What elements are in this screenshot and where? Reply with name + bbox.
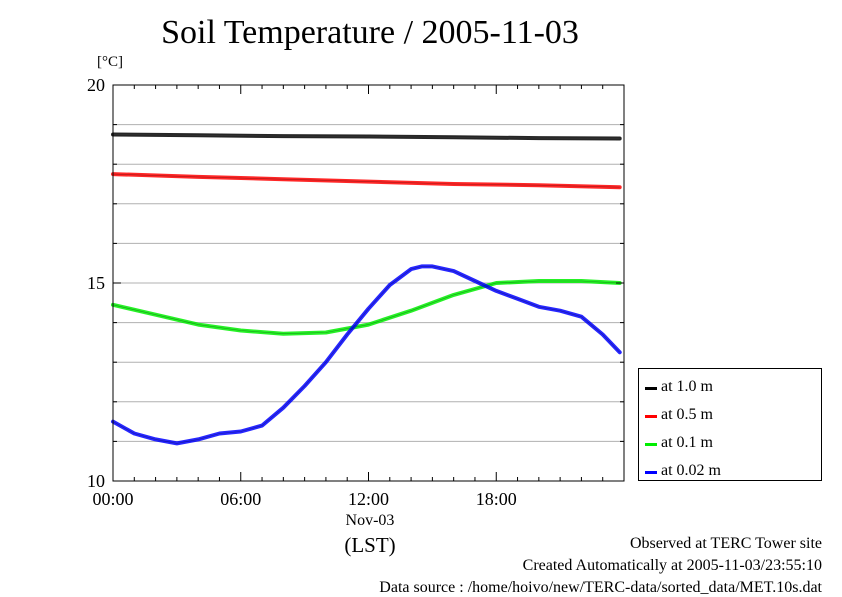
legend-label: at 0.02 m	[661, 462, 721, 479]
legend-item: at 0.5 m	[645, 405, 713, 425]
series-line	[111, 279, 622, 336]
legend-item: at 0.02 m	[645, 461, 721, 481]
y-tick-label: 20	[87, 75, 105, 95]
x-tick-label: 12:00	[348, 489, 389, 509]
x-tick-label: 06:00	[220, 489, 261, 509]
footer-created-timestamp: Created Automatically at 2005-11-03/23:5…	[522, 557, 822, 574]
legend-swatch	[645, 386, 657, 390]
grid-lines	[113, 124, 624, 442]
y-tick-label: 15	[87, 273, 105, 293]
y-tick-label: 10	[87, 471, 105, 491]
x-tick-label: 00:00	[92, 489, 133, 509]
legend: at 1.0 m at 0.5 m at 0.1 m at 0.02 m	[638, 368, 822, 481]
series-line-texture	[112, 134, 620, 139]
y-axis-unit-label: [°C]	[97, 54, 123, 70]
series-line	[111, 132, 622, 141]
chart-title: Soil Temperature / 2005-11-03	[161, 14, 579, 51]
series-lines	[111, 132, 622, 446]
x-axis-date-label: Nov-03	[345, 512, 395, 529]
legend-label: at 1.0 m	[661, 378, 713, 395]
series-line	[111, 172, 622, 190]
x-tick-label: 18:00	[476, 489, 517, 509]
footer-data-source: Data source : /home/hoivo/new/TERC-data/…	[379, 579, 822, 596]
series-line-texture	[112, 266, 620, 444]
legend-swatch	[645, 470, 657, 474]
x-axis-timezone-label: (LST)	[344, 533, 396, 557]
legend-swatch	[645, 414, 657, 418]
legend-label: at 0.1 m	[661, 434, 713, 451]
series-line	[111, 264, 622, 446]
series-line-texture	[112, 280, 620, 335]
legend-label: at 0.5 m	[661, 406, 713, 423]
footer-observed-site: Observed at TERC Tower site	[629, 535, 822, 552]
legend-item: at 1.0 m	[645, 377, 713, 397]
legend-item: at 0.1 m	[645, 433, 713, 453]
legend-swatch	[645, 442, 657, 446]
axis-ticks: 10 15 20 00:00 06:00 12:00 18:00	[87, 75, 624, 509]
series-line-texture	[112, 173, 620, 188]
